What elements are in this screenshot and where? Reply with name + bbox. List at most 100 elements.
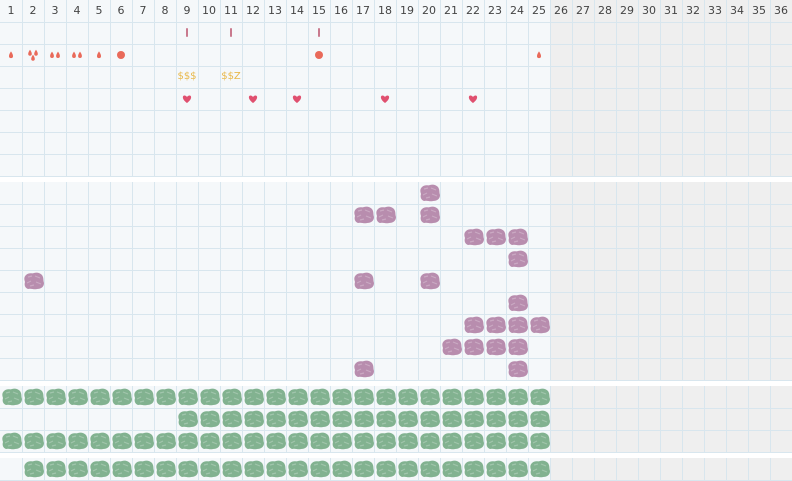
activity-blob[interactable] (485, 459, 507, 479)
activity-blob[interactable] (177, 431, 199, 451)
activity-blob[interactable] (375, 387, 397, 407)
activity-blob[interactable] (265, 459, 287, 479)
day-number[interactable]: 36 (774, 4, 788, 17)
mood-blob[interactable] (507, 249, 529, 269)
mood-blob[interactable] (507, 293, 529, 313)
symptom-mark[interactable] (176, 88, 198, 110)
day-number[interactable]: 34 (730, 4, 744, 17)
mood-blob[interactable] (23, 271, 45, 291)
activity-blob[interactable] (463, 409, 485, 429)
activity-blob[interactable] (529, 387, 551, 407)
activity-blob[interactable] (375, 459, 397, 479)
day-number[interactable]: 17 (356, 4, 370, 17)
mood-blob[interactable] (419, 271, 441, 291)
activity-blob[interactable] (265, 387, 287, 407)
activity-blob[interactable] (507, 387, 529, 407)
activity-blob[interactable] (89, 431, 111, 451)
mood-blob[interactable] (485, 227, 507, 247)
mood-blob[interactable] (441, 337, 463, 357)
symptom-mark[interactable] (528, 44, 550, 66)
activity-blob[interactable] (243, 459, 265, 479)
activity-blob[interactable] (353, 387, 375, 407)
activity-blob[interactable] (287, 387, 309, 407)
mood-blob[interactable] (529, 315, 551, 335)
day-number[interactable]: 23 (488, 4, 502, 17)
activity-blob[interactable] (507, 459, 529, 479)
mood-blob[interactable] (419, 205, 441, 225)
activity-blob[interactable] (199, 409, 221, 429)
activity-blob[interactable] (353, 459, 375, 479)
activity-blob[interactable] (353, 431, 375, 451)
symptom-mark[interactable] (22, 44, 44, 66)
activity-blob[interactable] (397, 459, 419, 479)
activity-blob[interactable] (485, 431, 507, 451)
activity-blob[interactable] (45, 431, 67, 451)
day-number[interactable]: 8 (161, 4, 169, 17)
day-number[interactable]: 30 (642, 4, 656, 17)
activity-blob[interactable] (155, 459, 177, 479)
activity-blob[interactable] (419, 409, 441, 429)
activity-blob[interactable] (67, 387, 89, 407)
symptom-mark[interactable] (176, 22, 198, 44)
day-number[interactable]: 21 (444, 4, 458, 17)
activity-blob[interactable] (419, 459, 441, 479)
day-number[interactable]: 28 (598, 4, 612, 17)
activity-blob[interactable] (375, 431, 397, 451)
activity-blob[interactable] (199, 431, 221, 451)
activity-blob[interactable] (507, 431, 529, 451)
activity-blob[interactable] (177, 459, 199, 479)
day-number[interactable]: 27 (576, 4, 590, 17)
activity-blob[interactable] (1, 387, 23, 407)
activity-blob[interactable] (155, 387, 177, 407)
activity-blob[interactable] (265, 409, 287, 429)
day-number[interactable]: 9 (183, 4, 191, 17)
mood-blob[interactable] (507, 315, 529, 335)
mood-blob[interactable] (507, 337, 529, 357)
activity-blob[interactable] (133, 459, 155, 479)
activity-blob[interactable] (441, 387, 463, 407)
mood-blob[interactable] (463, 315, 485, 335)
activity-blob[interactable] (177, 409, 199, 429)
symptom-mark[interactable] (374, 88, 396, 110)
activity-blob[interactable] (463, 459, 485, 479)
symptom-mark[interactable] (110, 44, 132, 66)
symptom-mark[interactable] (88, 44, 110, 66)
day-number[interactable]: 25 (532, 4, 546, 17)
activity-blob[interactable] (133, 387, 155, 407)
mood-blob[interactable] (353, 359, 375, 379)
activity-blob[interactable] (243, 409, 265, 429)
mood-blob[interactable] (485, 315, 507, 335)
symptom-mark[interactable] (44, 44, 66, 66)
symptom-mark[interactable] (308, 22, 330, 44)
day-number[interactable]: 31 (664, 4, 678, 17)
day-number[interactable]: 29 (620, 4, 634, 17)
activity-blob[interactable] (331, 431, 353, 451)
mood-blob[interactable] (463, 227, 485, 247)
day-number[interactable]: 15 (312, 4, 326, 17)
day-number[interactable]: 4 (73, 4, 81, 17)
mood-blob[interactable] (353, 205, 375, 225)
activity-blob[interactable] (89, 459, 111, 479)
activity-blob[interactable] (441, 409, 463, 429)
activity-blob[interactable] (177, 387, 199, 407)
activity-blob[interactable] (441, 459, 463, 479)
mood-blob[interactable] (353, 271, 375, 291)
day-number[interactable]: 14 (290, 4, 304, 17)
activity-blob[interactable] (287, 409, 309, 429)
day-number[interactable]: 2 (29, 4, 37, 17)
day-number[interactable]: 35 (752, 4, 766, 17)
mood-blob[interactable] (507, 227, 529, 247)
day-number[interactable]: 5 (95, 4, 103, 17)
activity-blob[interactable] (331, 459, 353, 479)
activity-blob[interactable] (419, 431, 441, 451)
activity-blob[interactable] (199, 387, 221, 407)
activity-blob[interactable] (265, 431, 287, 451)
activity-blob[interactable] (485, 409, 507, 429)
activity-blob[interactable] (23, 431, 45, 451)
symptom-mark[interactable] (66, 44, 88, 66)
activity-blob[interactable] (111, 387, 133, 407)
activity-blob[interactable] (199, 459, 221, 479)
symptom-mark[interactable] (242, 88, 264, 110)
activity-blob[interactable] (23, 387, 45, 407)
symptom-mark[interactable] (286, 88, 308, 110)
